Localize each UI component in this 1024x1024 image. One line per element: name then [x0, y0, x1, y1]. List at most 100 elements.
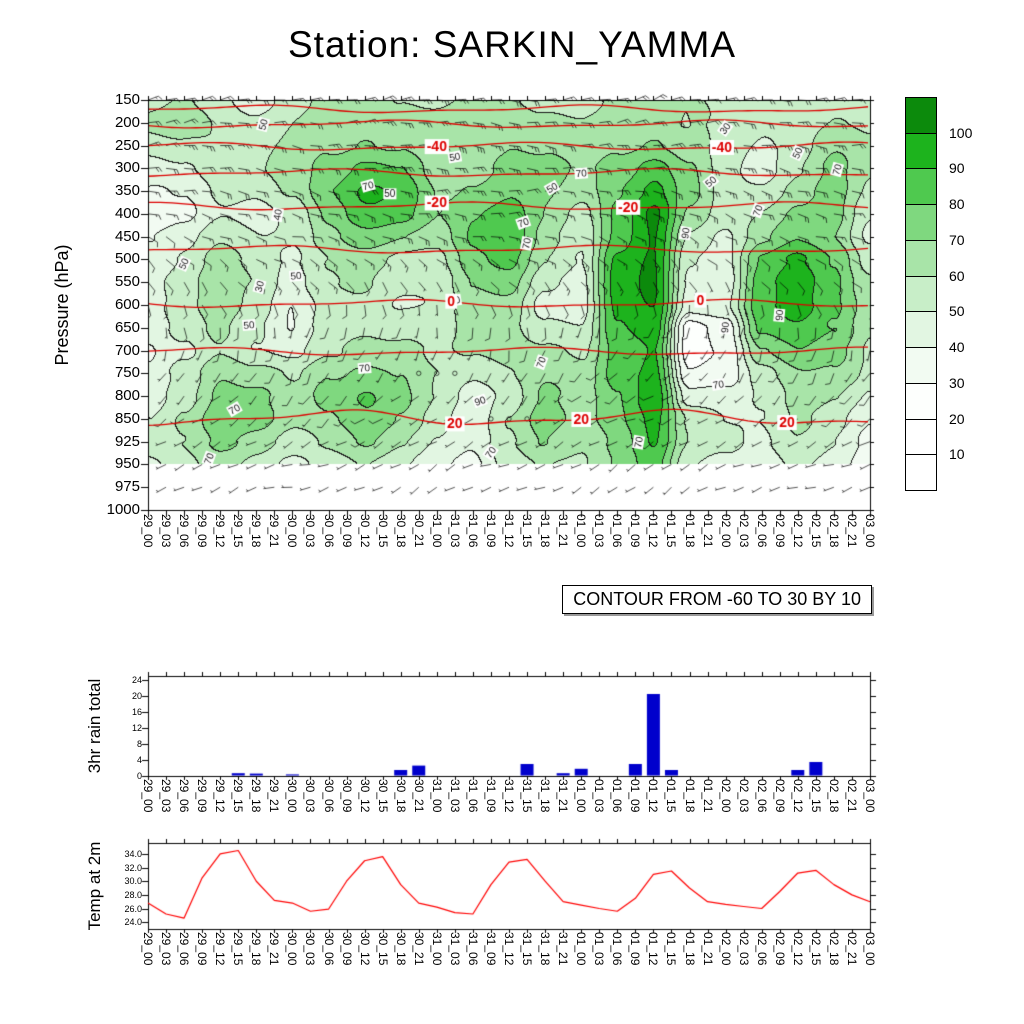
time-tick-label: 02_06: [754, 514, 769, 548]
time-tick-label: 29_21: [267, 779, 282, 813]
colorbar-tick-label: 60: [949, 267, 965, 284]
time-tick-label: 01_15: [664, 514, 679, 548]
time-tick-label: 02_09: [772, 514, 787, 548]
colorbar-cell: [905, 382, 937, 420]
colorbar-tick-label: 90: [949, 160, 965, 177]
time-tick-label: 30_03: [303, 932, 318, 966]
time-tick-label: 31_00: [429, 932, 444, 966]
time-tick-label: 29_09: [195, 932, 210, 966]
time-tick-label: 31_06: [465, 779, 480, 813]
temp-tick-label: 24.0: [124, 917, 142, 928]
colorbar-tick-label: 100: [949, 124, 973, 141]
pressure-tick-label: 150: [114, 91, 140, 108]
time-tick-label: 31_21: [556, 932, 571, 966]
time-tick-label: 02_15: [808, 514, 823, 548]
time-tick-label: 01_18: [682, 514, 697, 548]
time-tick-label: 31_15: [520, 779, 535, 813]
time-tick-label: 30_00: [285, 779, 300, 813]
time-tick-label: 01_18: [682, 932, 697, 966]
time-tick-label: 29_12: [213, 932, 228, 966]
colorbar-cell: [905, 204, 937, 241]
time-tick-label: 02_00: [718, 779, 733, 813]
time-tick-label: 30_09: [339, 514, 354, 548]
time-tick-label: 29_09: [195, 514, 210, 548]
colorbar-cell: [905, 168, 937, 206]
time-tick-label: 02_03: [736, 932, 751, 966]
time-tick-label: 02_09: [772, 932, 787, 966]
time-tick-label: 29_00: [141, 932, 155, 966]
temp-tick-label: 26.0: [124, 903, 142, 914]
time-tick-label: 01_06: [610, 514, 625, 548]
time-tick-label: 30_00: [285, 932, 300, 966]
rain-tick-label: 8: [136, 739, 142, 749]
time-tick-label: 01_21: [700, 779, 715, 813]
time-tick-label: 29_06: [177, 932, 192, 966]
colorbar-tick-label: 40: [949, 339, 965, 356]
time-tick-label: 29_21: [267, 514, 282, 548]
time-tick-label: 31_00: [429, 779, 444, 813]
time-tick-label: 30_12: [357, 779, 372, 813]
time-tick-label: 30_06: [321, 514, 336, 548]
time-tick-label: 29_15: [231, 514, 246, 548]
time-tick-label: 03_00: [863, 932, 877, 966]
time-tick-label: 02_21: [844, 779, 859, 813]
time-tick-label: 30_21: [411, 779, 426, 813]
pressure-tick-label: 200: [114, 113, 140, 131]
time-tick-label: 01_09: [628, 514, 643, 548]
colorbar-tick-label: 70: [949, 231, 965, 248]
pressure-tick-label: 550: [114, 273, 140, 291]
time-tick-label: 01_06: [610, 779, 625, 813]
temp-axis-label: Temp at 2m: [85, 841, 104, 931]
colorbar-cell: [905, 311, 937, 349]
rain-tick-label: 16: [131, 707, 142, 717]
pressure-tick-label: 250: [114, 136, 140, 154]
time-tick-label: 29_18: [249, 932, 264, 966]
time-tick-label: 02_12: [790, 932, 805, 966]
time-tick-label: 02_12: [790, 779, 805, 813]
time-tick-label: 01_03: [592, 779, 607, 813]
colorbar-tick-label: 80: [949, 196, 965, 213]
time-tick-label: 30_09: [339, 932, 354, 966]
time-tick-label: 30_18: [393, 514, 408, 548]
time-tick-label: 01_21: [700, 932, 715, 966]
time-tick-label: 01_03: [592, 932, 607, 966]
temp-tick-label: 28.0: [124, 889, 142, 900]
pressure-tick-label: 300: [114, 159, 140, 177]
time-tick-label: 31_18: [538, 932, 553, 966]
time-tick-label: 31_18: [538, 514, 553, 548]
colorbar-cell: [905, 275, 937, 313]
time-tick-label: 29_15: [231, 932, 246, 966]
rain-tick-label: 20: [131, 691, 142, 701]
time-tick-label: 30_12: [357, 932, 372, 966]
time-tick-label: 29_00: [141, 514, 155, 548]
time-tick-label: 01_00: [574, 514, 589, 548]
time-tick-label: 29_12: [213, 779, 228, 813]
time-tick-label: 31_15: [520, 514, 535, 548]
time-tick-label: 31_21: [556, 779, 571, 813]
rain-tick-label: 0: [136, 771, 142, 781]
pressure-tick-label: 400: [114, 204, 140, 222]
time-tick-label: 31_12: [502, 779, 516, 813]
pressure-tick-label: 750: [114, 364, 140, 382]
colorbar-tick-label: 30: [949, 374, 965, 391]
time-tick-label: 01_18: [682, 779, 697, 813]
time-tick-label: 02_21: [844, 514, 859, 548]
pressure-tick-label: 975: [114, 478, 140, 496]
time-tick-label: 02_06: [754, 932, 769, 966]
time-tick-label: 01_09: [628, 932, 643, 966]
time-tick-label: 31_21: [556, 514, 571, 548]
time-tick-label: 01_15: [664, 779, 679, 813]
contour-note: CONTOUR FROM -60 TO 30 BY 10: [562, 585, 872, 614]
time-tick-label: 30_21: [411, 514, 426, 548]
temp-tick-label: 32.0: [124, 862, 142, 873]
time-tick-label: 02_15: [808, 932, 823, 966]
time-tick-label: 02_09: [772, 779, 787, 813]
time-tick-label: 02_21: [844, 932, 859, 966]
colorbar-cell: [905, 347, 937, 384]
time-tick-label: 29_09: [195, 779, 210, 813]
time-tick-label: 29_18: [249, 779, 264, 813]
time-tick-label: 30_15: [375, 932, 390, 966]
colorbar-tick-label: 10: [949, 446, 965, 463]
time-tick-label: 29_12: [213, 514, 228, 548]
